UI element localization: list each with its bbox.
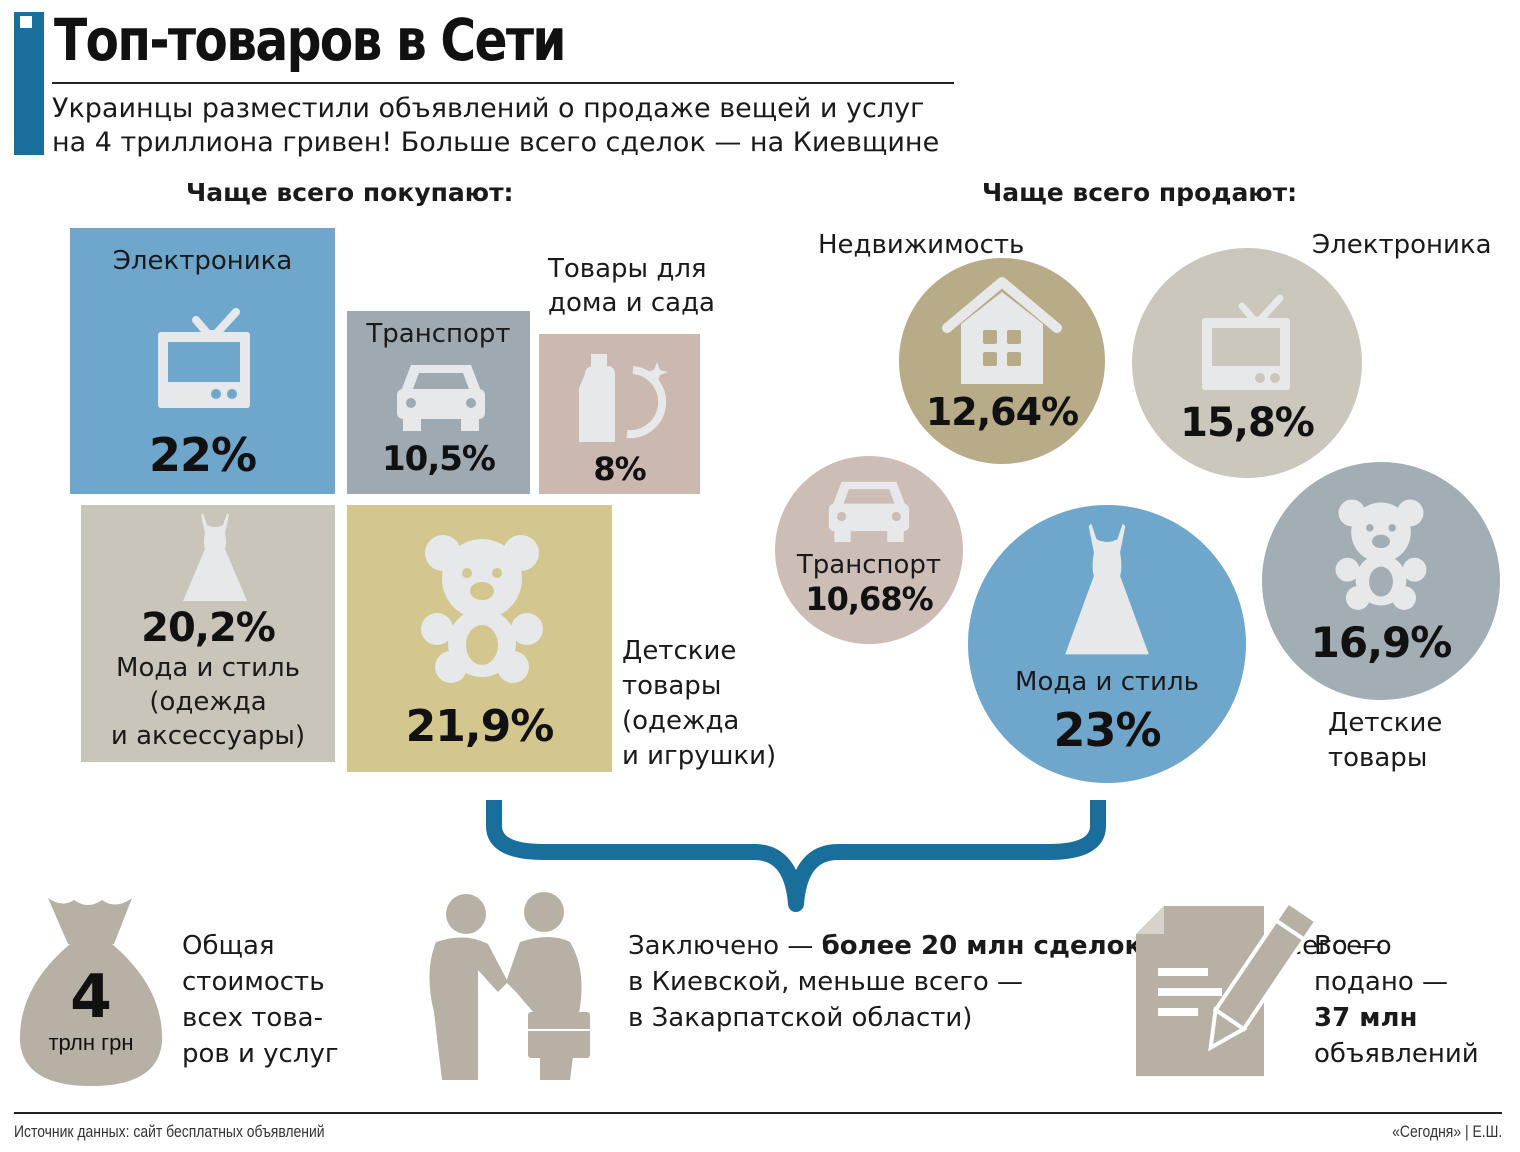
house-icon [942,277,1062,384]
buy-tile-transport: Транспорт 10,5% [347,311,530,494]
label-line: Мода и стиль [116,653,300,683]
buy-tile-electronics: Электроника 22% [70,228,335,494]
caption-line: всех това- [182,1003,323,1033]
sell-circle-value: 10,68% [805,580,933,618]
caption-line: ров и услуг [182,1039,339,1069]
dress-icon [1065,523,1149,655]
footer-divider [14,1112,1502,1114]
label-line: Детские [622,636,737,666]
sell-circle-kids: 16,9% [1262,462,1500,700]
deals-highlight: более 20 млн сделок [821,931,1143,961]
sell-circle-value: 12,64% [925,390,1079,434]
label-line: товары [1328,743,1428,773]
sell-label-real-estate: Недвижимость [818,230,1025,260]
brace-connector [486,800,1106,912]
label-line: Детские [1328,708,1443,738]
buy-tile-kids: 21,9% [347,505,612,772]
title-accent-square [20,16,32,28]
teddy-bear-icon [1335,499,1427,610]
buy-tile-label: Электроника [112,246,293,276]
buy-tile-value: 8% [593,450,646,488]
buy-tile-value: 10,5% [382,439,496,479]
subtitle-line-1: Украинцы разместили объявлений о продаже… [52,93,925,124]
handshake-icon [429,892,590,1080]
caption-line: Всего [1314,931,1392,961]
dress-icon [183,513,247,601]
buy-heading: Чаще всего покупают: [186,178,514,207]
money-bag-icon [19,898,163,1086]
buy-tile-label: Транспорт [366,319,511,349]
label-line: товары [622,671,722,701]
caption-line: объявлений [1314,1039,1479,1069]
money-caption: Общая стоимость всех това- ров и услуг [182,928,339,1072]
teddy-bear-icon [421,535,543,683]
sell-circle-value: 16,9% [1310,618,1453,667]
subtitle-line-2: на 4 триллиона гривен! Больше всего сдел… [52,127,940,158]
sell-label-electronics: Электроника [1312,230,1492,260]
source-note: Источник данных: сайт бесплатных объявле… [14,1122,325,1141]
sell-heading: Чаще всего продают: [982,178,1298,207]
car-icon [397,365,485,431]
sell-circle-label: Мода и стиль [1015,667,1199,697]
sell-label-kids: Детские товары [1328,706,1442,776]
label-line: (одежда [622,706,740,736]
sell-circle-electronics: 15,8% [1132,248,1362,478]
buy-tile-home-garden: 8% [539,334,700,494]
tv-icon [1202,294,1290,390]
buy-tile-fashion: 20,2% Мода и стиль (одежда и аксессуары) [81,505,335,762]
credit-note: «Сегодня» | Е.Ш. [1391,1122,1502,1141]
caption-line: в Киевской, меньше всего — [628,967,1024,997]
buy-tile-value: 21,9% [405,701,555,752]
document-pencil-icon [1136,899,1320,1076]
title-divider [52,82,954,84]
sell-circle-real-estate: 12,64% [899,258,1105,464]
title-accent-bar [14,12,44,155]
caption-line: подано — [1314,967,1448,997]
buy-tile-value: 22% [148,428,257,482]
sell-circle-label: Транспорт [796,550,942,580]
money-unit: трлн грн [48,1030,134,1055]
label-line: (одежда [149,687,267,717]
label-line: и игрушки) [622,741,777,771]
caption-line: в Закарпатской области) [628,1003,973,1033]
buy-label-home: Товары для дома и сада [548,252,715,320]
car-icon [828,481,910,543]
buy-tile-value: 20,2% [141,605,276,651]
label-line: дома и сада [548,288,715,318]
label-line: и аксессуары) [110,721,306,751]
caption-line: Общая [182,931,275,961]
caption-line: стоимость [182,967,325,997]
sell-circle-value: 15,8% [1180,400,1315,446]
label-line: Товары для [548,254,707,284]
sell-circle-value: 23% [1053,703,1161,757]
caption-line: Заключено — [628,931,822,961]
buy-label-kids: Детские товары (одежда и игрушки) [622,634,776,774]
ads-highlight: 37 млн [1314,1003,1418,1033]
sell-circle-fashion: Мода и стиль 23% [968,505,1246,783]
detergent-icon [579,354,668,442]
ads-caption: Всего подано — 37 млн объявлений [1314,928,1479,1072]
page-title: Топ-товаров в Сети [54,6,567,74]
sell-circle-transport: Транспорт 10,68% [775,456,963,644]
buy-tile-label: Мода и стиль (одежда и аксессуары) [81,651,335,753]
page-subtitle: Украинцы разместили объявлений о продаже… [52,92,939,160]
money-value: 4 [70,962,112,1032]
tv-icon [158,308,250,408]
